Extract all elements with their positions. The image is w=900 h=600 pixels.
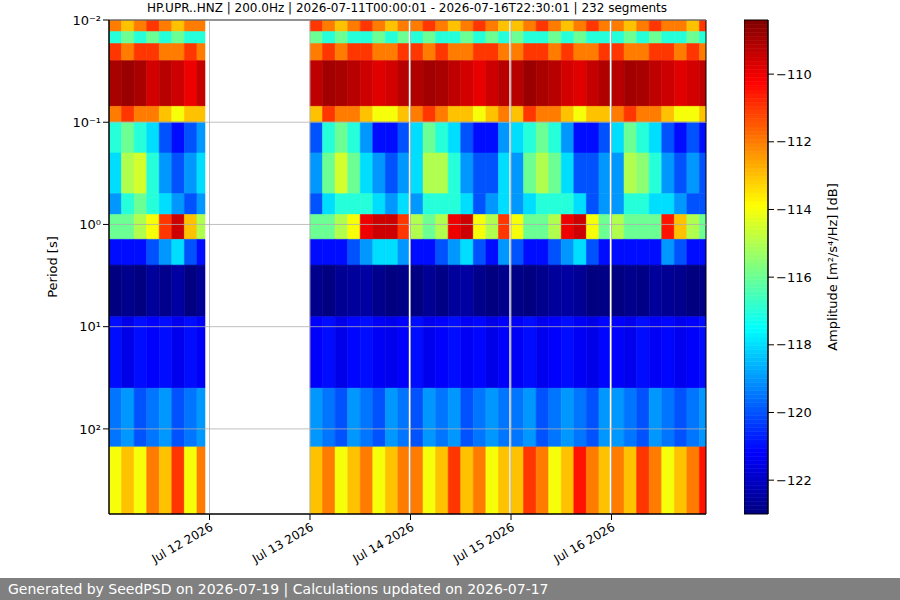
- svg-text:−122: −122: [776, 473, 812, 488]
- svg-text:−112: −112: [776, 134, 812, 149]
- svg-text:Jul 15 2026: Jul 15 2026: [450, 520, 517, 567]
- svg-text:−118: −118: [776, 337, 812, 352]
- svg-text:10⁻²: 10⁻²: [72, 13, 101, 28]
- html-text:Generated by SeedPSD on 2026-0: Generated by SeedPSD on 2026-07-19 | Cal…: [8, 581, 549, 597]
- html-text:Period [s]: Period [s]: [44, 236, 60, 298]
- html-text:HP.UPR..HNZ | 200.0Hz | 2026-0: HP.UPR..HNZ | 200.0Hz | 2026-07-11T00:00…: [146, 1, 668, 15]
- svg-text:−110: −110: [776, 67, 812, 82]
- html-text:Amplitude [m²/s⁴/Hz] [dB]: Amplitude [m²/s⁴/Hz] [dB]: [824, 183, 840, 351]
- svg-text:10¹: 10¹: [79, 319, 101, 334]
- svg-text:Jul 14 2026: Jul 14 2026: [350, 520, 417, 567]
- svg-text:−116: −116: [776, 270, 812, 285]
- svg-text:−114: −114: [776, 202, 812, 217]
- svg-text:Jul 12 2026: Jul 12 2026: [149, 520, 216, 567]
- svg-text:10⁰: 10⁰: [79, 217, 101, 232]
- svg-text:Jul 16 2026: Jul 16 2026: [551, 520, 618, 567]
- svg-text:10⁻¹: 10⁻¹: [72, 115, 101, 130]
- svg-text:−120: −120: [776, 405, 812, 420]
- svg-text:10²: 10²: [79, 422, 101, 437]
- svg-text:Jul 13 2026: Jul 13 2026: [249, 520, 316, 567]
